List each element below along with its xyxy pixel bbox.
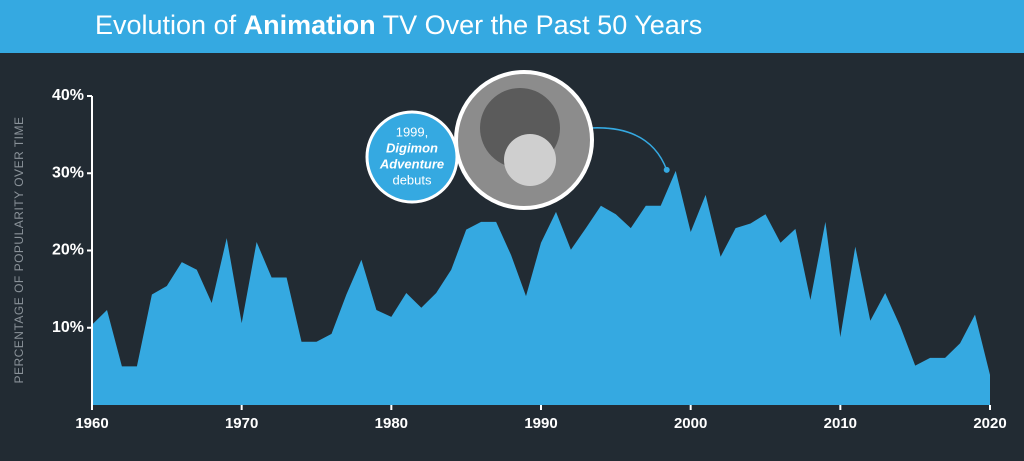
x-tick-label: 2000 [674,415,707,432]
x-tick-label: 1960 [75,415,108,432]
connector [589,127,668,171]
y-tick-label: 10% [52,319,84,336]
annotation-text: 1999, [396,124,429,139]
title-part: TV Over the Past 50 Years [375,10,703,40]
y-tick-label: 30% [52,164,84,181]
connector-dot [663,166,670,173]
y-tick-label: 20% [52,242,84,259]
area [92,170,990,405]
y-axis-label: PERCENTAGE OF POPULARITY OVER TIME [12,116,26,383]
x-tick-label: 1970 [225,415,258,432]
annotation-text: Digimon [386,140,438,155]
header: Evolution of Animation TV Over the Past … [0,0,1024,53]
title-part: Evolution of [95,10,244,40]
x-tick-label: 2020 [973,415,1006,432]
chart-title: Evolution of Animation TV Over the Past … [95,10,702,41]
x-tick-label: 2010 [824,415,857,432]
x-tick-label: 1980 [375,415,408,432]
annotation-text: debuts [392,172,432,187]
title-part: Animation [243,10,376,40]
image-face [504,134,556,186]
annotation-text: Adventure [379,156,444,171]
x-tick-label: 1990 [524,415,557,432]
annotation-circle [365,110,459,204]
y-tick-label: 40% [52,87,84,104]
